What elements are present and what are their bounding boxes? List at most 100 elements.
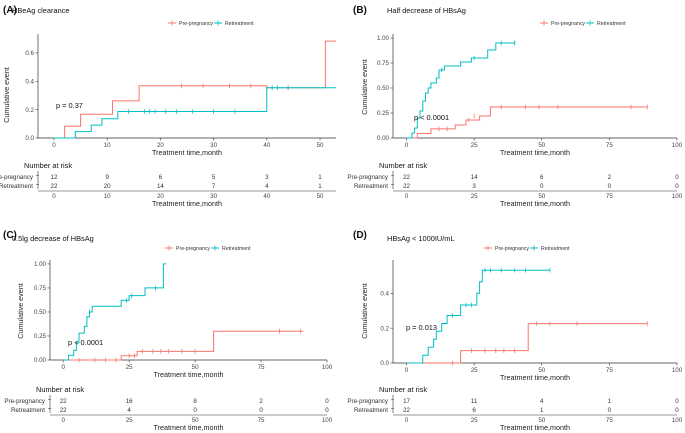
risk-x-tick-label: 100 bbox=[672, 193, 683, 200]
legend: Pre-pregnancy Retreatment bbox=[484, 245, 570, 252]
panel-title: HBsAg < 1000IU/mL bbox=[387, 234, 455, 243]
x-tick-label: 25 bbox=[126, 364, 133, 371]
risk-value: 0 bbox=[608, 407, 612, 414]
legend-label-pre: Pre-pregnancy bbox=[551, 21, 585, 27]
y-tick-label: 0.2 bbox=[380, 325, 389, 332]
x-tick-label: 50 bbox=[192, 364, 199, 371]
risk-value: 0 bbox=[259, 407, 263, 414]
risk-value: 0 bbox=[325, 407, 329, 414]
x-axis-title: Treatment time,month bbox=[152, 148, 222, 157]
risk-value: 0 bbox=[675, 407, 679, 414]
risk-value: 22 bbox=[403, 174, 410, 181]
risk-value: 1 bbox=[318, 174, 322, 181]
risk-value: 0 bbox=[540, 183, 544, 190]
risk-row-label-pre: Pre-pregnancy bbox=[4, 398, 45, 405]
x-tick-label: 20 bbox=[157, 142, 164, 149]
risk-row-label-pre: Pre-pregnancy bbox=[347, 174, 388, 181]
risk-value: 1 bbox=[540, 407, 544, 414]
km-curve-pre bbox=[406, 323, 648, 364]
risk-value: 0 bbox=[325, 398, 329, 405]
km-curve-pre bbox=[54, 40, 336, 139]
y-tick-label: 0.25 bbox=[34, 333, 47, 340]
km-curve-ret bbox=[406, 269, 550, 364]
risk-x-tick-label: 0 bbox=[405, 417, 409, 424]
risk-value: 12 bbox=[51, 174, 58, 181]
x-tick-label: 50 bbox=[538, 142, 545, 149]
risk-value: 6 bbox=[159, 174, 163, 181]
x-axis-title: Treatment time,month bbox=[153, 370, 223, 379]
risk-value: 14 bbox=[157, 183, 164, 190]
legend-label-pre: Pre-pregnancy bbox=[176, 246, 210, 252]
panel-title: 0.5lg decrease of HBsAg bbox=[12, 234, 94, 243]
km-curve-pre bbox=[63, 330, 304, 361]
risk-x-axis-title: Treatment time,month bbox=[500, 199, 570, 208]
risk-x-tick-label: 0 bbox=[61, 417, 65, 424]
risk-value: 2 bbox=[608, 174, 612, 181]
risk-value: 2 bbox=[259, 398, 263, 405]
risk-x-tick-label: 0 bbox=[405, 193, 409, 200]
risk-value: 16 bbox=[126, 398, 133, 405]
km-curve-pre bbox=[406, 106, 648, 139]
y-tick-label: 0.2 bbox=[25, 107, 34, 114]
legend-label-ret: Retreatment bbox=[225, 21, 254, 27]
risk-table: Number at risk Pre-pregnancy 17 11 4 1 0 Retrea… bbox=[347, 385, 682, 432]
risk-x-axis-title: Treatment time,month bbox=[153, 423, 223, 432]
risk-title: Number at risk bbox=[379, 161, 427, 170]
legend: Pre-pregnancy Retreatment bbox=[168, 20, 254, 27]
x-tick-label: 0 bbox=[52, 142, 56, 149]
y-tick-label: 1.00 bbox=[377, 35, 390, 42]
y-tick-label: 0.25 bbox=[377, 110, 390, 117]
p-value: p < 0.0001 bbox=[68, 338, 103, 347]
panel-label: (B) bbox=[353, 5, 367, 16]
risk-value: 7 bbox=[212, 183, 216, 190]
risk-x-tick-label: 25 bbox=[126, 417, 133, 424]
risk-value: 22 bbox=[60, 398, 67, 405]
km-panel-d: (D) HBsAg < 1000IU/mL Pre-pregnancy Retreat… bbox=[347, 230, 682, 432]
risk-x-axis-title: Treatment time,month bbox=[152, 199, 222, 208]
risk-value: 0 bbox=[675, 174, 679, 181]
risk-value: 4 bbox=[265, 183, 269, 190]
legend: Pre-pregnancy Retreatment bbox=[165, 245, 251, 252]
risk-value: 6 bbox=[472, 407, 476, 414]
risk-value: 22 bbox=[60, 407, 67, 414]
km-panel-a: (A)HBeAg clearance Pre-pregnancy Retreatme… bbox=[0, 5, 336, 208]
risk-value: 14 bbox=[471, 174, 478, 181]
risk-value: 1 bbox=[318, 183, 322, 190]
km-curve-ret bbox=[406, 41, 516, 139]
risk-title: Number at risk bbox=[379, 385, 427, 394]
risk-table: Number at risk Pre-pregnancy 22 16 8 2 0 Retrea… bbox=[4, 385, 332, 432]
y-tick-label: 0.75 bbox=[34, 285, 47, 292]
y-tick-label: 0.0 bbox=[25, 135, 34, 142]
risk-value: 11 bbox=[471, 398, 478, 405]
risk-title: Number at risk bbox=[36, 385, 84, 394]
panel-title: Half decrease of HBsAg bbox=[387, 6, 466, 15]
risk-x-tick-label: 100 bbox=[322, 417, 333, 424]
panel-title: HBeAg clearance bbox=[12, 6, 70, 15]
risk-value: 22 bbox=[403, 407, 410, 414]
x-tick-label: 75 bbox=[606, 142, 613, 149]
panel-label: (A) bbox=[3, 5, 17, 16]
risk-x-tick-label: 50 bbox=[192, 417, 199, 424]
risk-value: 4 bbox=[127, 407, 131, 414]
p-value: p = 0.013 bbox=[406, 323, 437, 332]
y-axis-title: Cumulative event bbox=[360, 283, 369, 339]
x-tick-label: 50 bbox=[538, 367, 545, 374]
km-panel-c: (C)0.5lg decrease of HBsAg Pre-pregnancy R… bbox=[3, 230, 333, 432]
risk-value: 5 bbox=[212, 174, 216, 181]
risk-value: 8 bbox=[193, 398, 197, 405]
legend-label-pre: Pre-pregnancy bbox=[179, 21, 213, 27]
risk-row-label-ret: Retreatment bbox=[11, 407, 45, 414]
risk-row-label-ret: Retreatment bbox=[354, 183, 388, 190]
x-tick-label: 0 bbox=[61, 364, 65, 371]
risk-x-tick-label: 50 bbox=[317, 193, 324, 200]
risk-x-axis-title: Treatment time,month bbox=[500, 423, 570, 432]
legend-label-ret: Retreatment bbox=[541, 246, 570, 252]
legend: Pre-pregnancy Retreatment bbox=[540, 20, 626, 27]
y-tick-label: 0.75 bbox=[377, 60, 390, 67]
risk-value: 6 bbox=[540, 174, 544, 181]
x-tick-label: 0 bbox=[405, 142, 409, 149]
y-tick-label: 0.50 bbox=[377, 85, 390, 92]
y-tick-label: 0.6 bbox=[25, 50, 34, 57]
y-tick-label: 0.4 bbox=[380, 290, 389, 297]
risk-row-label-ret: Retreatment bbox=[0, 183, 33, 190]
